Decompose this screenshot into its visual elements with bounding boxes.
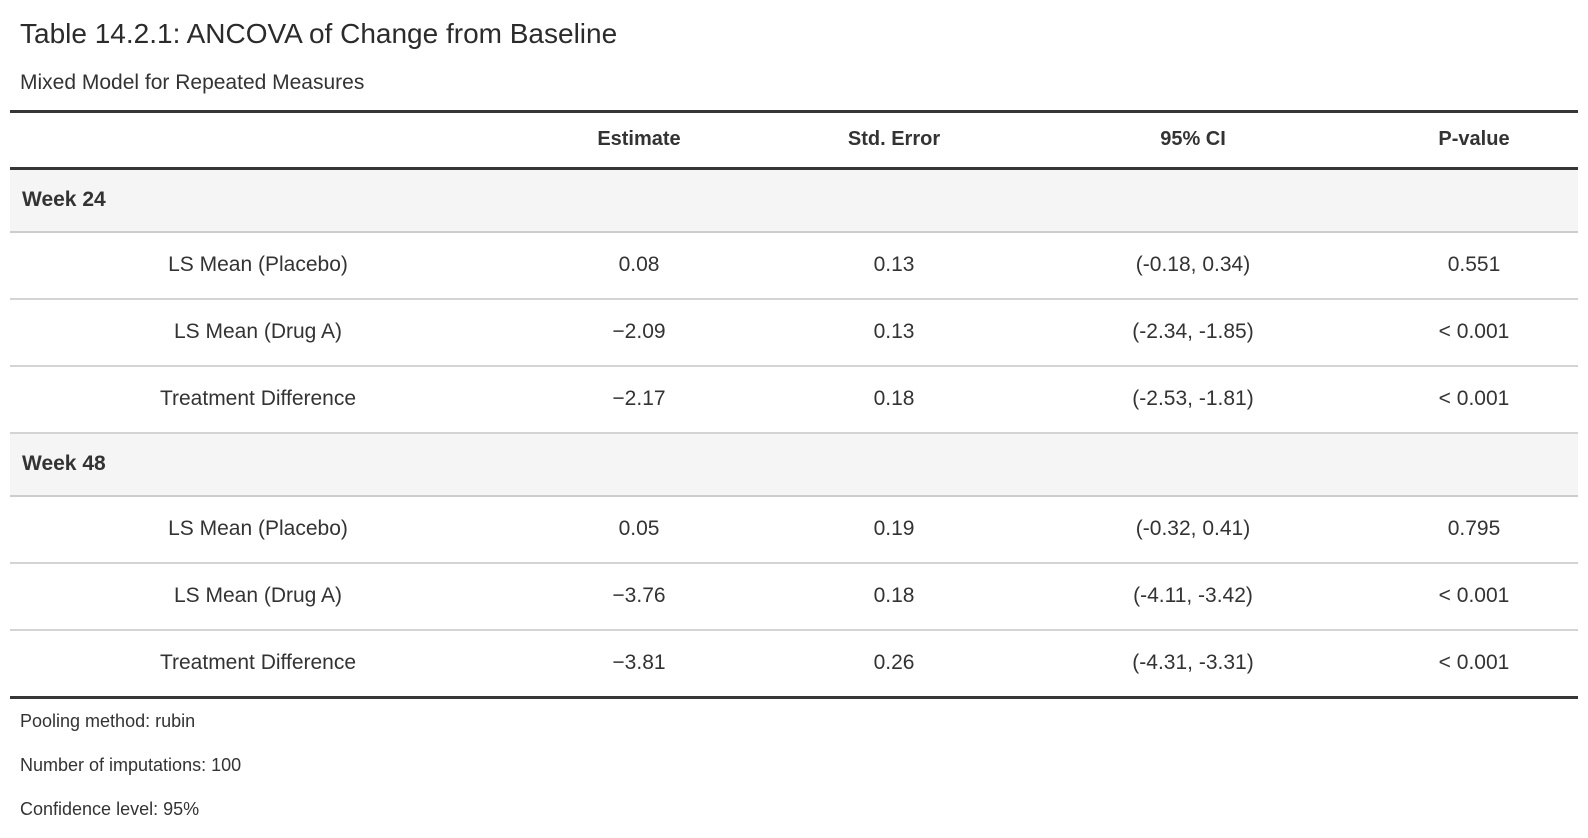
cell-ci: (-2.53, -1.81) — [1016, 366, 1370, 434]
cell-std-error: 0.18 — [772, 563, 1016, 631]
cell-ci: (-4.31, -3.31) — [1016, 630, 1370, 698]
cell-std-error: 0.19 — [772, 496, 1016, 564]
group-header-row-week-24: Week 24 — [10, 168, 1578, 233]
row-label: LS Mean (Placebo) — [10, 496, 506, 564]
cell-ci: (-4.11, -3.42) — [1016, 563, 1370, 631]
table-row: Treatment Difference −3.81 0.26 (-4.31, … — [10, 630, 1578, 698]
cell-p-value: 0.551 — [1370, 232, 1578, 300]
cell-std-error: 0.13 — [772, 232, 1016, 300]
cell-estimate: 0.08 — [506, 232, 772, 300]
cell-p-value: < 0.001 — [1370, 563, 1578, 631]
cell-p-value: < 0.001 — [1370, 630, 1578, 698]
table-body: Week 24 LS Mean (Placebo) 0.08 0.13 (-0.… — [10, 168, 1578, 698]
column-header-stub — [10, 111, 506, 170]
footnote-number-of-imputations: Number of imputations: 100 — [20, 755, 242, 775]
column-header-row: Estimate Std. Error 95% CI P-value — [10, 111, 1578, 170]
cell-estimate: −2.09 — [506, 299, 772, 367]
ancova-results-table: Estimate Std. Error 95% CI P-value Week … — [10, 110, 1578, 699]
table-header-block: Table 14.2.1: ANCOVA of Change from Base… — [20, 0, 1568, 95]
column-header-p-value: P-value — [1370, 111, 1578, 170]
cell-p-value: 0.795 — [1370, 496, 1578, 564]
table-row: LS Mean (Drug A) −3.76 0.18 (-4.11, -3.4… — [10, 563, 1578, 631]
row-label: LS Mean (Placebo) — [10, 232, 506, 300]
table-row: LS Mean (Drug A) −2.09 0.13 (-2.34, -1.8… — [10, 299, 1578, 367]
cell-std-error: 0.13 — [772, 299, 1016, 367]
cell-p-value: < 0.001 — [1370, 299, 1578, 367]
page-subtitle: Mixed Model for Repeated Measures — [20, 71, 365, 94]
table-head: Estimate Std. Error 95% CI P-value — [10, 111, 1578, 170]
cell-estimate: −3.81 — [506, 630, 772, 698]
row-label: LS Mean (Drug A) — [10, 299, 506, 367]
table-row: Treatment Difference −2.17 0.18 (-2.53, … — [10, 366, 1578, 434]
cell-ci: (-0.18, 0.34) — [1016, 232, 1370, 300]
cell-estimate: −2.17 — [506, 366, 772, 434]
cell-std-error: 0.26 — [772, 630, 1016, 698]
cell-estimate: 0.05 — [506, 496, 772, 564]
table-footnotes: Pooling method: rubin Number of imputati… — [10, 699, 1578, 832]
cell-p-value: < 0.001 — [1370, 366, 1578, 434]
cell-std-error: 0.18 — [772, 366, 1016, 434]
footnote-confidence-level: Confidence level: 95% — [20, 799, 200, 819]
page-title: Table 14.2.1: ANCOVA of Change from Base… — [20, 18, 618, 49]
row-label: Treatment Difference — [10, 366, 506, 434]
footnote-pooling-method: Pooling method: rubin — [20, 711, 196, 731]
table-row: LS Mean (Placebo) 0.08 0.13 (-0.18, 0.34… — [10, 232, 1578, 300]
column-header-std-error: Std. Error — [772, 111, 1016, 170]
cell-estimate: −3.76 — [506, 563, 772, 631]
cell-ci: (-2.34, -1.85) — [1016, 299, 1370, 367]
group-label: Week 48 — [10, 433, 1578, 497]
group-label: Week 24 — [10, 168, 1578, 233]
row-label: Treatment Difference — [10, 630, 506, 698]
table-row: LS Mean (Placebo) 0.05 0.19 (-0.32, 0.41… — [10, 496, 1578, 564]
group-header-row-week-48: Week 48 — [10, 433, 1578, 497]
column-header-ci: 95% CI — [1016, 111, 1370, 170]
row-label: LS Mean (Drug A) — [10, 563, 506, 631]
cell-ci: (-0.32, 0.41) — [1016, 496, 1370, 564]
column-header-estimate: Estimate — [506, 111, 772, 170]
